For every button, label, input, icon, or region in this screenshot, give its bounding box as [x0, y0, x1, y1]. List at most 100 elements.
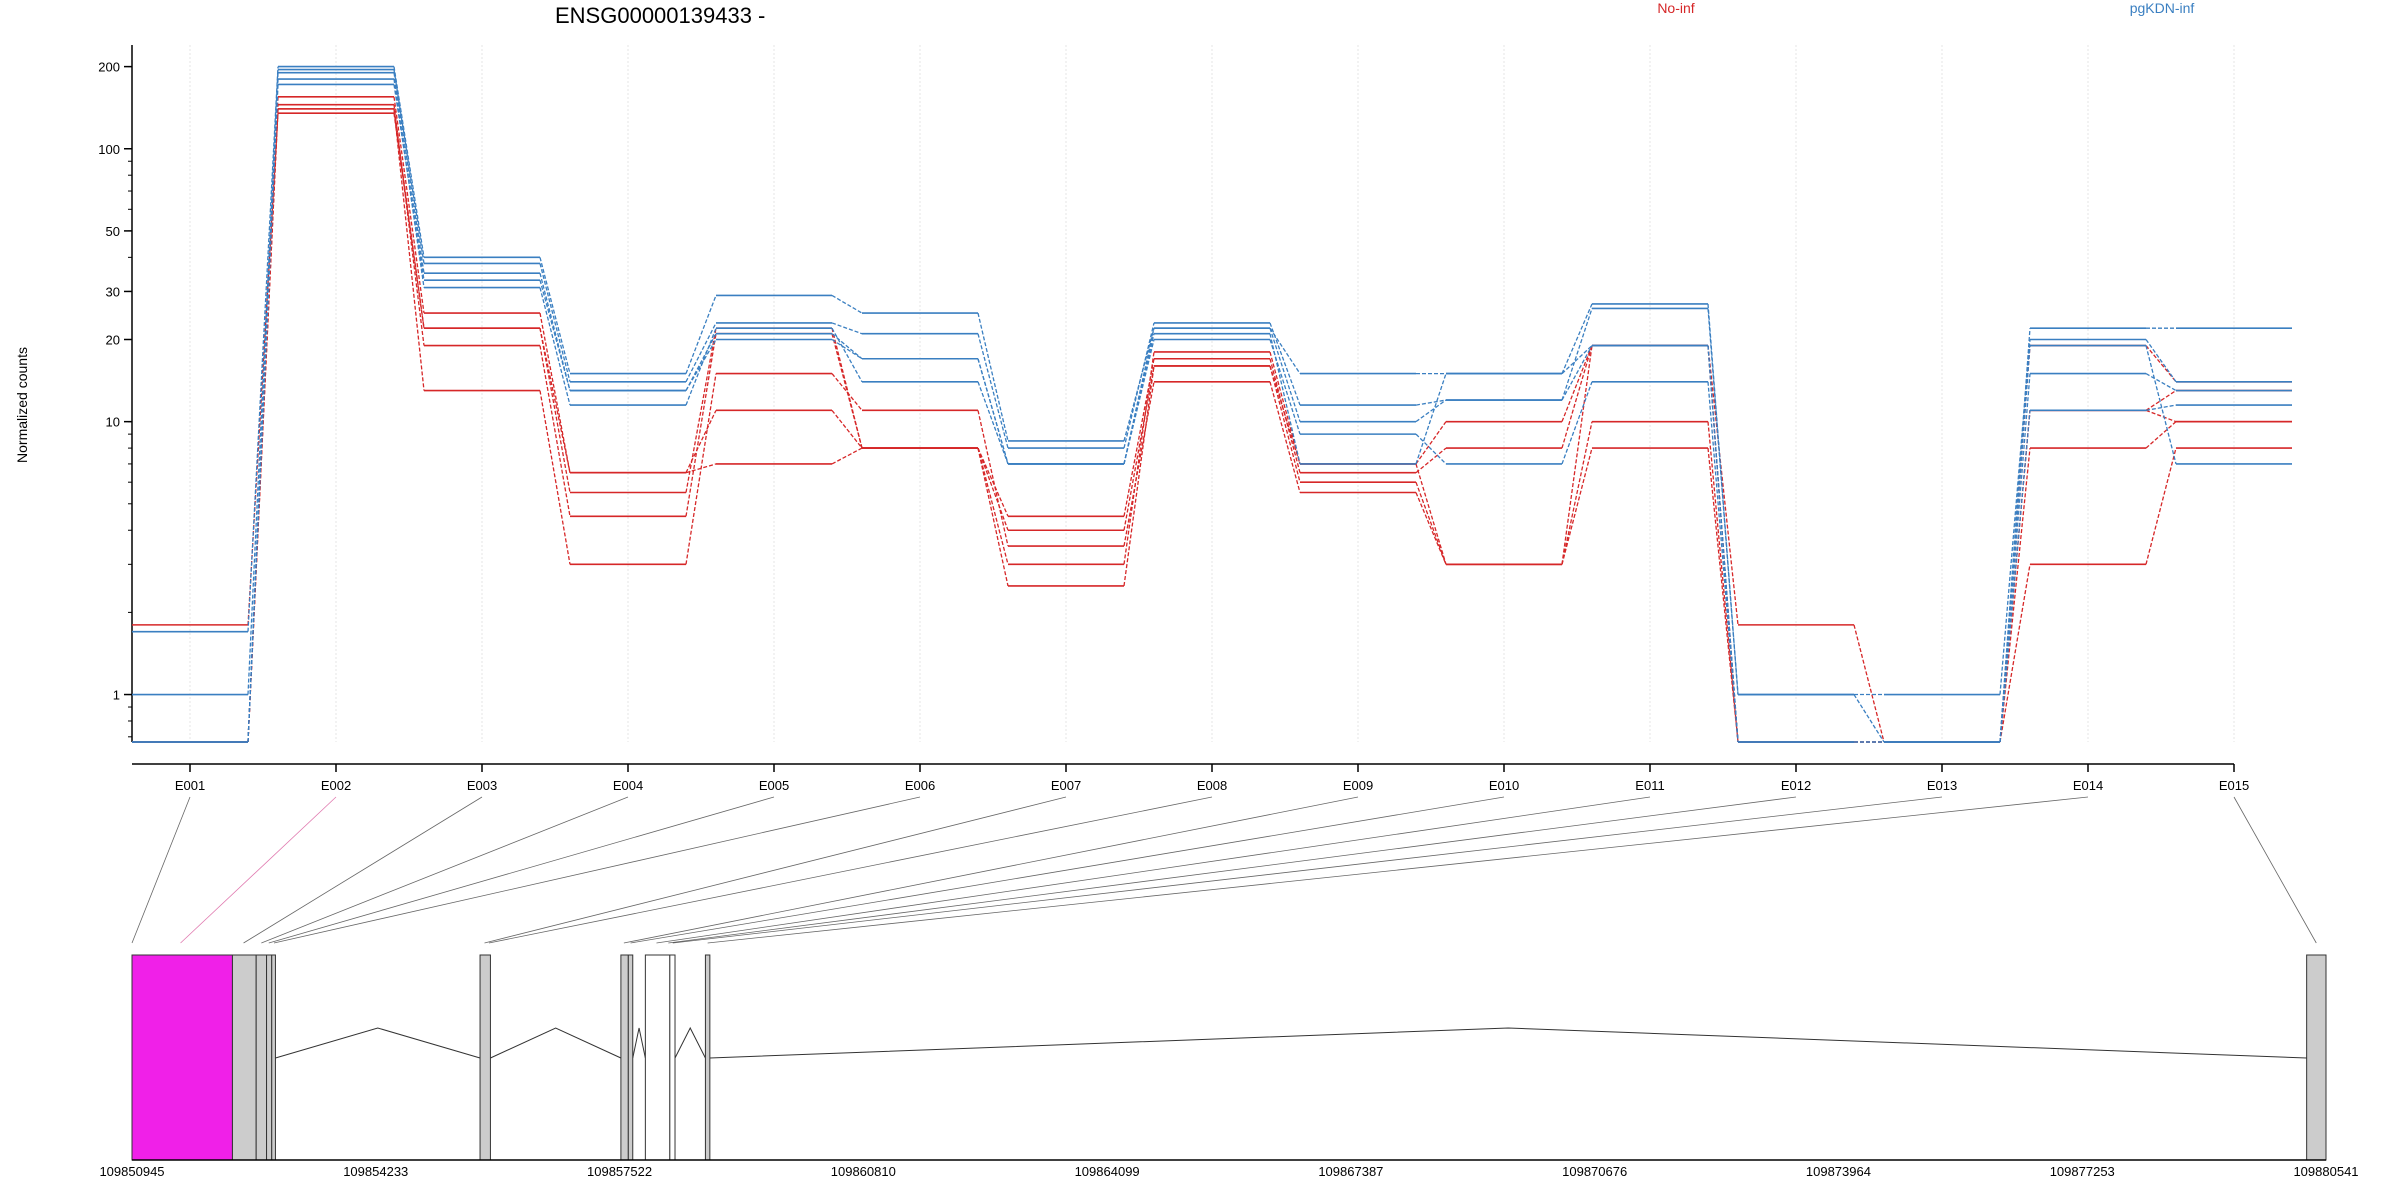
gene-coordinate-label: 109860810 [831, 1164, 896, 1179]
exon-link-e006 [273, 796, 921, 944]
series-connector [393, 96, 425, 314]
gene-coordinate-label: 109864099 [1075, 1164, 1140, 1179]
series-connector [393, 72, 425, 274]
series-connector [1269, 365, 1301, 483]
series-connector [539, 287, 571, 406]
series-connector [1269, 381, 1301, 493]
legend-no-inf: No-inf [1657, 0, 1694, 16]
series-connector [2145, 409, 2177, 423]
x-tick-label-e003: E003 [467, 778, 497, 793]
x-tick-label-e001: E001 [175, 778, 205, 793]
exon-link-e009 [623, 796, 1359, 944]
gene-coordinate-label: 109857522 [587, 1164, 652, 1179]
x-tick-label-e008: E008 [1197, 778, 1227, 793]
exon-link-lines [131, 796, 2317, 944]
series-connector [1123, 365, 1155, 531]
series-pgkdn-inf-5 [132, 65, 2292, 743]
series-connector [1561, 303, 1593, 374]
series-connector [393, 104, 425, 346]
y-tick-label-30: 30 [106, 284, 120, 299]
y-tick-label-200: 200 [98, 60, 120, 75]
series-connector [1415, 433, 1447, 465]
gene-coordinate-label: 109850945 [99, 1164, 164, 1179]
series-connector [1707, 345, 1739, 625]
x-tick-label-e011: E011 [1635, 778, 1664, 793]
series-connector [685, 295, 717, 374]
series-layer [132, 65, 2292, 743]
series-connector [1999, 564, 2031, 743]
exon-link-e002 [180, 796, 337, 944]
gene-coordinate-label: 109867387 [1318, 1164, 1383, 1179]
gene-coordinate-label: 109877253 [2050, 1164, 2115, 1179]
series-connector [685, 333, 717, 391]
gene-exon-6 [479, 954, 491, 1161]
gene-exon-11 [704, 954, 711, 1161]
series-connector [539, 390, 571, 565]
x-tick-label-e007: E007 [1051, 778, 1081, 793]
series-connector [977, 447, 1009, 517]
series-connector [685, 327, 717, 406]
series-connector [1269, 328, 1301, 422]
series-connector [539, 279, 571, 391]
series-connector [2145, 339, 2177, 383]
x-tick-label-e013: E013 [1927, 778, 1957, 793]
gene-exon-9 [644, 954, 671, 1161]
series-connector [977, 358, 1009, 465]
exon-link-e008 [488, 796, 1213, 944]
series-connector [1123, 365, 1155, 587]
series-connector [831, 333, 863, 360]
x-axis: E001 E002 E003 E004 E005 E006 E007 E008 E009 E010… [132, 763, 2249, 793]
gene-exon-10 [669, 954, 676, 1161]
exon-link-e013 [672, 796, 1943, 944]
exon-link-e010 [630, 796, 1505, 944]
series-pgkdn-inf-6 [132, 68, 2292, 696]
gene-exon-2 [231, 954, 257, 1161]
series-connector [1999, 339, 2031, 695]
exon-link-e015 [2233, 796, 2317, 944]
series-connector [1269, 333, 1301, 465]
exon-link-e003 [243, 796, 483, 944]
series-connector [685, 410, 717, 473]
x-tick-label-e014: E014 [2073, 778, 2103, 793]
series-connector [1269, 351, 1301, 465]
series-connector [1561, 308, 1593, 401]
series-pgkdn-inf-9 [132, 83, 2292, 743]
series-connector [1415, 399, 1447, 423]
series-connector [685, 463, 717, 474]
series-connector [1561, 421, 1593, 565]
series-connector [1415, 463, 1447, 565]
series-connector [1269, 339, 1301, 435]
x-tick-label-e010: E010 [1489, 778, 1519, 793]
series-connector [1561, 345, 1593, 375]
series-connector [977, 410, 1009, 547]
x-tick-label-e009: E009 [1343, 778, 1373, 793]
series-connector [247, 108, 279, 743]
series-connector [1707, 448, 1739, 743]
series-connector [1561, 345, 1593, 565]
series-connector [1707, 303, 1739, 695]
series-connector [1123, 322, 1155, 449]
series-connector [977, 312, 1009, 442]
series-connector [685, 328, 717, 493]
exon-link-e014 [707, 796, 2089, 944]
series-connector [393, 108, 425, 329]
series-connector [1999, 345, 2031, 743]
series-connector [1123, 351, 1155, 565]
gene-exon-12 [2306, 954, 2327, 1161]
gene-coordinate-label: 109873964 [1806, 1164, 1871, 1179]
gene-coordinate-label: 109880541 [2293, 1164, 2358, 1179]
series-connector [1561, 345, 1593, 422]
series-connector [2145, 421, 2177, 449]
gene-model: 109850945 109854233 109857522 109860810 1098… [99, 954, 2359, 1179]
series-connector [1853, 624, 1885, 743]
exon-link-e005 [268, 796, 775, 944]
series-connector [2145, 447, 2177, 565]
series-connector [831, 294, 863, 314]
series-connector [831, 373, 863, 411]
series-connector [393, 84, 425, 281]
y-tick-label-1: 1 [113, 688, 120, 703]
series-connector [685, 322, 717, 383]
series-connector [1123, 381, 1155, 547]
series-connector [2145, 404, 2177, 411]
gene-exon-5 [271, 954, 276, 1161]
